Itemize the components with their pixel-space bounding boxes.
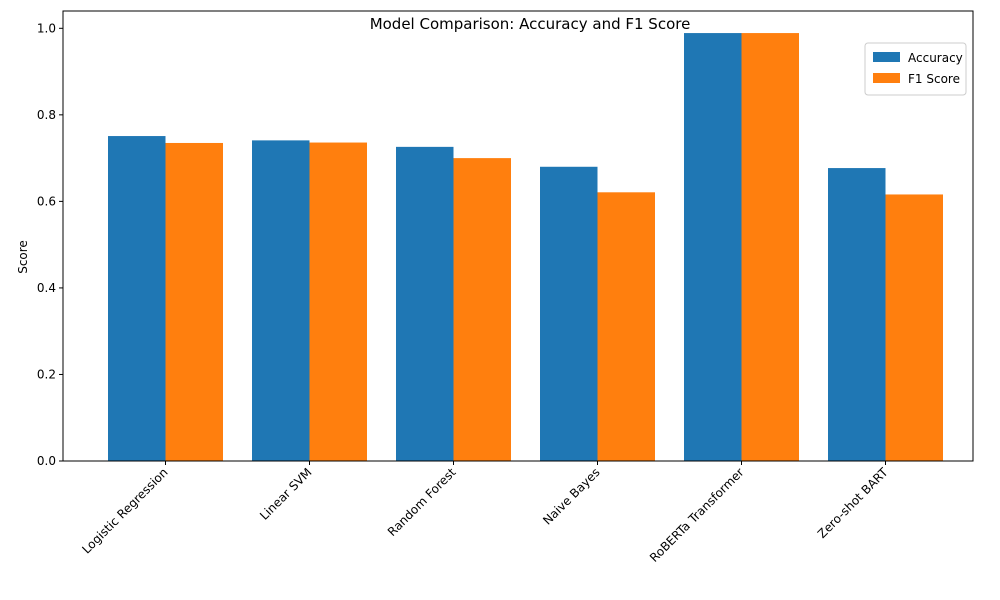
bars-layer: [108, 33, 943, 462]
x-tick-label: Naive Bayes: [540, 465, 602, 527]
y-tick-label: 0.6: [37, 194, 56, 208]
bar-f1-score-0: [165, 142, 223, 461]
plot-frame: [62, 10, 974, 462]
bar-accuracy-0: [108, 136, 166, 461]
bar-f1-score-1: [309, 142, 367, 462]
chart-title: Model Comparison: Accuracy and F1 Score: [370, 15, 691, 33]
y-tick-label: 0.8: [37, 108, 56, 122]
bar-accuracy-2: [396, 146, 454, 461]
legend-swatch-1: [873, 73, 900, 83]
y-tick-label: 1.0: [37, 21, 56, 35]
bar-accuracy-3: [540, 166, 598, 461]
y-tick-label: 0.0: [37, 454, 56, 468]
x-tick-label: RoBERTa Transformer: [647, 465, 747, 565]
bar-f1-score-4: [741, 33, 799, 461]
y-axis: 0.0 0.2 0.4 0.6 0.8 1.0: [37, 21, 63, 468]
y-tick-label: 0.2: [37, 367, 56, 381]
bar-accuracy-5: [828, 168, 886, 461]
legend-swatch-0: [873, 52, 900, 62]
y-axis-label: Score: [16, 240, 30, 274]
y-tick-label: 0.4: [37, 281, 56, 295]
bar-accuracy-4: [684, 33, 742, 461]
bar-f1-score-3: [597, 192, 655, 461]
x-tick-label: Logistic Regression: [79, 465, 170, 556]
x-tick-label: Zero-shot BART: [815, 465, 891, 541]
bar-f1-score-2: [453, 158, 511, 461]
bar-accuracy-1: [252, 140, 310, 461]
bar-f1-score-5: [885, 194, 943, 461]
x-axis: Logistic Regression Linear SVM Random Fore…: [79, 461, 891, 565]
legend-label-1: F1 Score: [908, 72, 960, 86]
legend: Accuracy F1 Score: [864, 42, 967, 96]
x-tick-label: Linear SVM: [257, 465, 314, 522]
x-tick-label: Random Forest: [385, 465, 459, 539]
legend-label-0: Accuracy: [908, 51, 963, 65]
